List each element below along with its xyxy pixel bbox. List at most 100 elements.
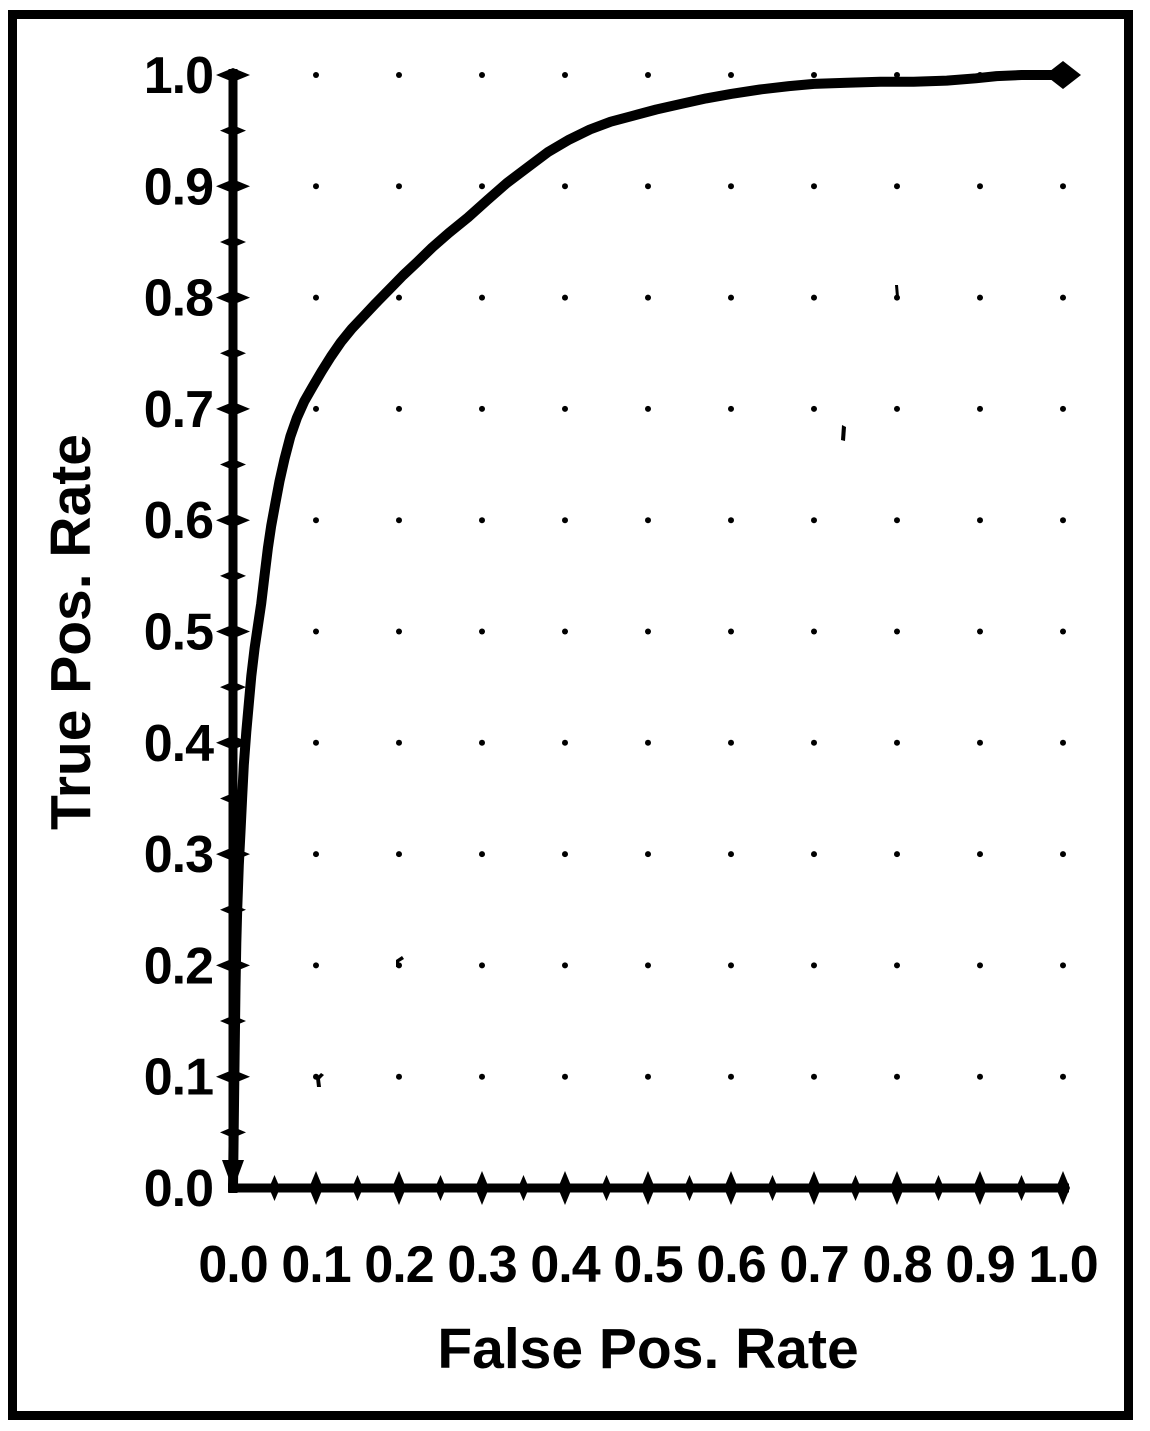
grid-dot (562, 72, 568, 78)
grid-dot (977, 294, 983, 301)
grid-dot (811, 72, 817, 78)
x-axis-tick (933, 1175, 944, 1201)
x-tick-label: 1.0 (1028, 1236, 1097, 1294)
grid-dot (562, 739, 568, 746)
grid-dot (479, 1073, 485, 1080)
grid-dot (977, 1073, 983, 1080)
y-axis-tick (216, 624, 250, 639)
grid-dot (811, 962, 817, 969)
grid-dot (811, 1073, 817, 1080)
grid-dot-layer (313, 72, 1066, 1080)
x-axis-tick (850, 1175, 861, 1201)
x-axis-tick (475, 1171, 489, 1205)
grid-dot (479, 962, 485, 969)
grid-dot (977, 739, 983, 746)
grid-dot (396, 851, 402, 858)
x-axis-tick (890, 1171, 904, 1205)
x-tick-label: 0.5 (613, 1236, 682, 1294)
x-axis-tick (518, 1175, 529, 1201)
grid-dot (645, 851, 651, 858)
y-tick-label: 0.3 (144, 826, 213, 884)
grid-dot (977, 517, 983, 524)
roc-curve (228, 70, 1068, 1193)
grid-dot (728, 1073, 734, 1080)
grid-dot (977, 628, 983, 635)
grid-dot (396, 628, 402, 635)
grid-dot (894, 628, 900, 635)
y-tick-label: 0.5 (144, 604, 213, 662)
x-axis-tick (807, 1171, 821, 1205)
grid-dot (396, 294, 402, 301)
y-axis-tick (220, 459, 246, 471)
x-tick-label: 0.0 (198, 1236, 267, 1294)
y-axis-tick (216, 290, 250, 305)
grid-dot (1060, 294, 1066, 301)
grid-dot (811, 183, 817, 190)
y-tick-label: 0.1 (144, 1049, 213, 1107)
curve-layer (228, 61, 1081, 1193)
grid-dot (562, 1073, 568, 1080)
grid-dot (894, 962, 900, 969)
grid-dot (811, 628, 817, 635)
x-axis-tick (601, 1175, 612, 1201)
x-axis-tick (309, 1171, 323, 1205)
grid-dot (811, 405, 817, 412)
y-tick-label: 0.0 (144, 1160, 213, 1218)
grid-dot (1060, 628, 1066, 635)
grid-dot (396, 739, 402, 746)
grid-dot (728, 183, 734, 190)
grid-dot (1060, 962, 1066, 969)
grid-dot (645, 628, 651, 635)
x-tick-label: 0.7 (779, 1236, 848, 1294)
grid-dot (313, 294, 319, 301)
grid-dot (396, 1073, 402, 1080)
y-axis-tick (216, 847, 250, 862)
grid-dot (1060, 405, 1066, 412)
grid-dot (313, 517, 319, 524)
y-axis-tick (216, 179, 250, 194)
grid-dot (313, 628, 319, 635)
grid-dot (313, 72, 319, 78)
grid-dot (479, 405, 485, 412)
grid-dot (894, 851, 900, 858)
grid-dot (894, 739, 900, 746)
grid-dot (313, 183, 319, 190)
grid-dot (645, 72, 651, 78)
tick-layer (216, 68, 1070, 1205)
grid-dot (479, 628, 485, 635)
x-axis-tick (352, 1175, 363, 1201)
y-tick-label: 0.8 (144, 270, 213, 328)
grid-dot (313, 405, 319, 412)
grid-dot (645, 517, 651, 524)
grid-dot (479, 72, 485, 78)
grid-dot (313, 851, 319, 858)
grid-dot (728, 962, 734, 969)
curve-end-arrow (1045, 61, 1081, 89)
x-tick-label: 0.2 (364, 1236, 433, 1294)
grid-dot (1060, 1073, 1066, 1080)
grid-dot (396, 405, 402, 412)
x-axis-tick (1016, 1175, 1027, 1201)
grid-dot (1060, 739, 1066, 746)
y-tick-label: 1.0 (144, 47, 213, 105)
grid-dot (811, 517, 817, 524)
y-tick-label: 0.2 (144, 937, 213, 995)
grid-dot (1060, 183, 1066, 190)
grid-dot (645, 962, 651, 969)
x-axis-tick (724, 1171, 738, 1205)
grid-dot (313, 739, 319, 746)
grid-dot (479, 183, 485, 190)
grid-dot (894, 405, 900, 412)
grid-dot (728, 72, 734, 78)
y-axis-tick (216, 68, 250, 82)
grid-dot (811, 739, 817, 746)
grid-dot (894, 72, 900, 78)
x-axis-tick (269, 1175, 280, 1201)
grid-dot (728, 294, 734, 301)
grid-dot (396, 72, 402, 78)
y-axis-tick (220, 125, 246, 137)
scan-noise (316, 285, 899, 1087)
x-tick-label: 0.8 (862, 1236, 931, 1294)
